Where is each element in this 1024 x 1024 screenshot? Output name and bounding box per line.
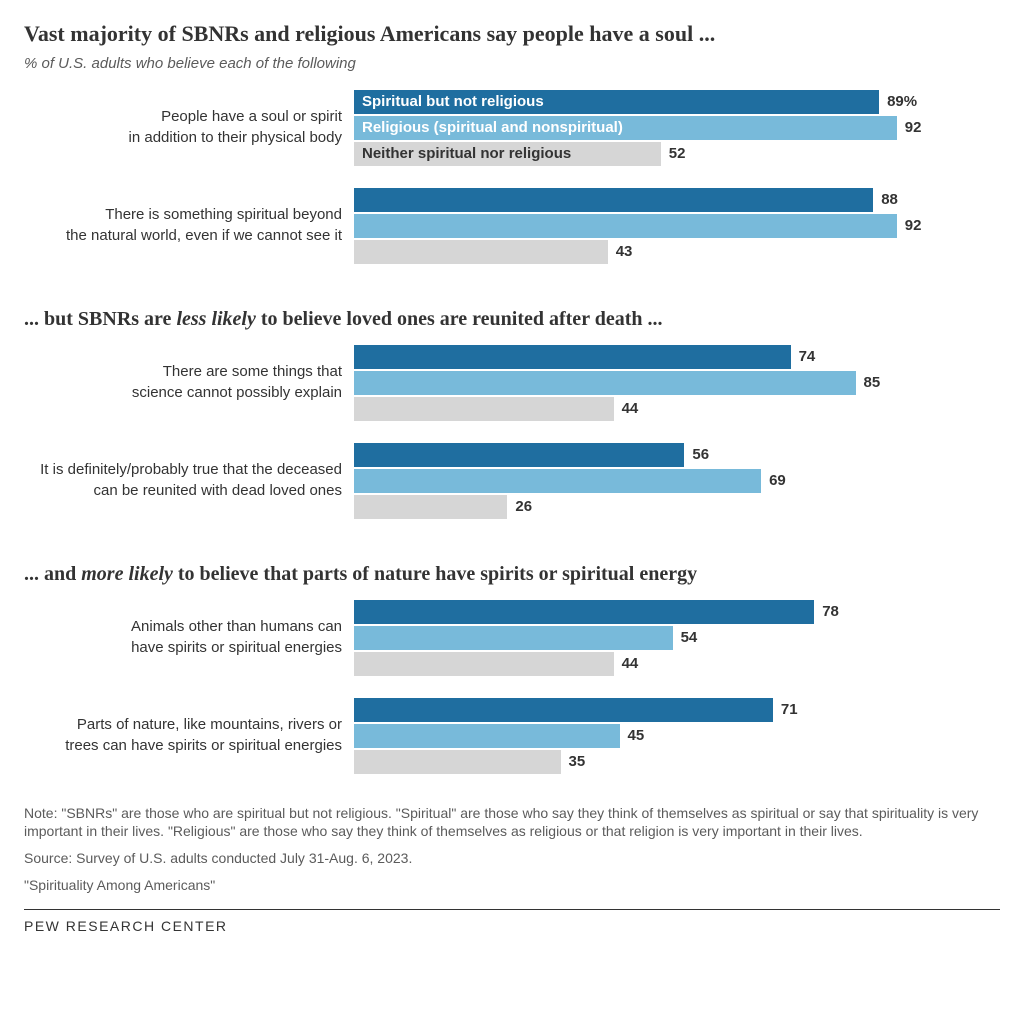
bar-neither bbox=[354, 240, 608, 264]
bar-row: 78 bbox=[354, 600, 944, 624]
bar-row: 44 bbox=[354, 652, 944, 676]
bar-value: 35 bbox=[561, 753, 586, 770]
bar-religious bbox=[354, 724, 620, 748]
question-label: Animals other than humans canhave spirit… bbox=[24, 617, 354, 658]
chart-title: Vast majority of SBNRs and religious Ame… bbox=[24, 20, 1000, 49]
bar-row: 35 bbox=[354, 750, 944, 774]
bar-neither bbox=[354, 495, 507, 519]
bar-row: 88 bbox=[354, 188, 944, 212]
footnotes: Note: "SBNRs" are those who are spiritua… bbox=[24, 804, 1000, 896]
bar-neither bbox=[354, 397, 614, 421]
bar-row: 71 bbox=[354, 698, 944, 722]
bar-value: 92 bbox=[897, 217, 922, 234]
bar-value: 52 bbox=[661, 145, 686, 162]
bar-neither bbox=[354, 652, 614, 676]
bar-row: 74 bbox=[354, 345, 944, 369]
bar-sbnr bbox=[354, 188, 873, 212]
bar-sbnr bbox=[354, 443, 684, 467]
question-group: There is something spiritual beyondthe n… bbox=[24, 188, 1000, 264]
bar-value: 26 bbox=[507, 498, 532, 515]
bar-value: 56 bbox=[684, 446, 709, 463]
question-label: Parts of nature, like mountains, rivers … bbox=[24, 715, 354, 756]
series-label: Religious (spiritual and nonspiritual) bbox=[354, 119, 623, 136]
bar-value: 45 bbox=[620, 727, 645, 744]
bar-religious bbox=[354, 371, 856, 395]
question-group: It is definitely/probably true that the … bbox=[24, 443, 1000, 519]
bar-religious bbox=[354, 469, 761, 493]
bar-religious bbox=[354, 626, 673, 650]
section-heading: ... but SBNRs are less likely to believe… bbox=[24, 308, 1000, 331]
bar-stack: 71 45 35 bbox=[354, 698, 944, 774]
bar-row: Spiritual but not religious 89% bbox=[354, 90, 944, 114]
bar-value: 44 bbox=[614, 655, 639, 672]
bar-sbnr: Spiritual but not religious bbox=[354, 90, 879, 114]
bar-stack: 78 54 44 bbox=[354, 600, 944, 676]
bar-row: Neither spiritual nor religious 52 bbox=[354, 142, 944, 166]
bar-row: 45 bbox=[354, 724, 944, 748]
bar-row: 54 bbox=[354, 626, 944, 650]
bar-row: 69 bbox=[354, 469, 944, 493]
bar-row: 44 bbox=[354, 397, 944, 421]
brand-label: PEW RESEARCH CENTER bbox=[24, 918, 1000, 934]
footnote-line: Note: "SBNRs" are those who are spiritua… bbox=[24, 804, 1000, 842]
bar-value: 92 bbox=[897, 119, 922, 136]
chart-subtitle: % of U.S. adults who believe each of the… bbox=[24, 55, 1000, 72]
question-group: There are some things thatscience cannot… bbox=[24, 345, 1000, 421]
bar-stack: Spiritual but not religious 89% Religious … bbox=[354, 90, 944, 166]
footnote-line: "Spirituality Among Americans" bbox=[24, 876, 1000, 895]
chart-area: People have a soul or spiritin addition … bbox=[24, 90, 1000, 796]
series-label: Spiritual but not religious bbox=[354, 93, 544, 110]
question-group: Animals other than humans canhave spirit… bbox=[24, 600, 1000, 676]
bar-sbnr bbox=[354, 698, 773, 722]
bar-value: 43 bbox=[608, 243, 633, 260]
bar-row: 85 bbox=[354, 371, 944, 395]
question-label: There is something spiritual beyondthe n… bbox=[24, 205, 354, 246]
bar-value: 78 bbox=[814, 603, 839, 620]
series-label: Neither spiritual nor religious bbox=[354, 145, 571, 162]
bar-row: 43 bbox=[354, 240, 944, 264]
bar-value: 69 bbox=[761, 472, 786, 489]
bar-sbnr bbox=[354, 345, 791, 369]
bar-row: 56 bbox=[354, 443, 944, 467]
bar-sbnr bbox=[354, 600, 814, 624]
bar-stack: 56 69 26 bbox=[354, 443, 944, 519]
bar-row: 92 bbox=[354, 214, 944, 238]
bar-value: 89% bbox=[879, 93, 917, 110]
bar-value: 88 bbox=[873, 191, 898, 208]
bar-religious bbox=[354, 214, 897, 238]
bar-stack: 88 92 43 bbox=[354, 188, 944, 264]
bar-stack: 74 85 44 bbox=[354, 345, 944, 421]
bar-row: Religious (spiritual and nonspiritual) 92 bbox=[354, 116, 944, 140]
question-group: Parts of nature, like mountains, rivers … bbox=[24, 698, 1000, 774]
bar-neither: Neither spiritual nor religious bbox=[354, 142, 661, 166]
bar-value: 74 bbox=[791, 348, 816, 365]
bar-value: 54 bbox=[673, 629, 698, 646]
divider bbox=[24, 909, 1000, 910]
question-label: There are some things thatscience cannot… bbox=[24, 362, 354, 403]
bar-value: 71 bbox=[773, 701, 798, 718]
bar-row: 26 bbox=[354, 495, 944, 519]
question-label: It is definitely/probably true that the … bbox=[24, 460, 354, 501]
section-heading: ... and more likely to believe that part… bbox=[24, 563, 1000, 586]
question-label: People have a soul or spiritin addition … bbox=[24, 107, 354, 148]
question-group: People have a soul or spiritin addition … bbox=[24, 90, 1000, 166]
bar-value: 85 bbox=[856, 374, 881, 391]
footnote-line: Source: Survey of U.S. adults conducted … bbox=[24, 849, 1000, 868]
bar-value: 44 bbox=[614, 400, 639, 417]
bar-neither bbox=[354, 750, 561, 774]
bar-religious: Religious (spiritual and nonspiritual) bbox=[354, 116, 897, 140]
